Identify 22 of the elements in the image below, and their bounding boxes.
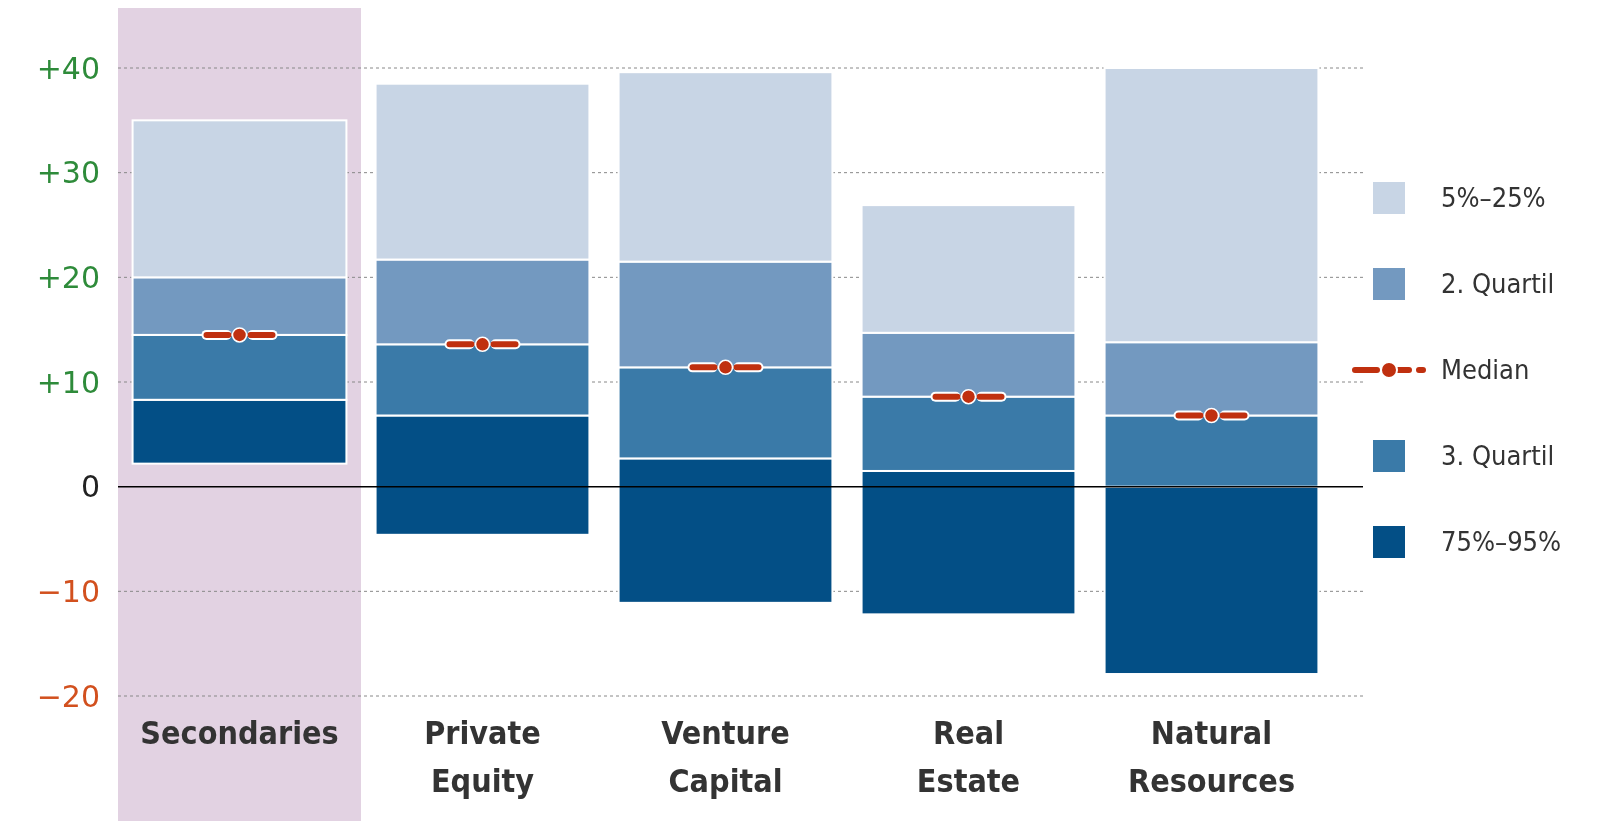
- y-tick-label: +10: [36, 364, 100, 400]
- x-tick-label: Venture Capital: [661, 714, 790, 800]
- point: [474, 336, 491, 353]
- y-tick-label: −20: [36, 678, 100, 714]
- x-tick-label: Real Estate: [916, 714, 1021, 800]
- point: [717, 359, 734, 376]
- legend-label: 5%–25%: [1441, 182, 1546, 214]
- x-tick-label: Secondaries: [140, 714, 339, 752]
- point: [231, 327, 248, 343]
- legend-label: 2. Quartil: [1441, 268, 1555, 300]
- y-tick-label: 0: [80, 469, 100, 505]
- y-tick-label: −10: [36, 573, 100, 609]
- legend-label: 3. Quartil: [1441, 440, 1555, 472]
- y-tick-label: +30: [36, 155, 100, 191]
- y-tick-label: +40: [36, 50, 100, 86]
- x-tick-label: Natural Resources: [1127, 714, 1296, 800]
- x-tick-label: Private Equity: [424, 714, 541, 800]
- y-tick-label: +20: [36, 259, 100, 295]
- point: [960, 388, 977, 405]
- point: [1203, 407, 1220, 424]
- legend-label: Median: [1441, 354, 1530, 386]
- legend-label: 75%–95%: [1441, 526, 1562, 558]
